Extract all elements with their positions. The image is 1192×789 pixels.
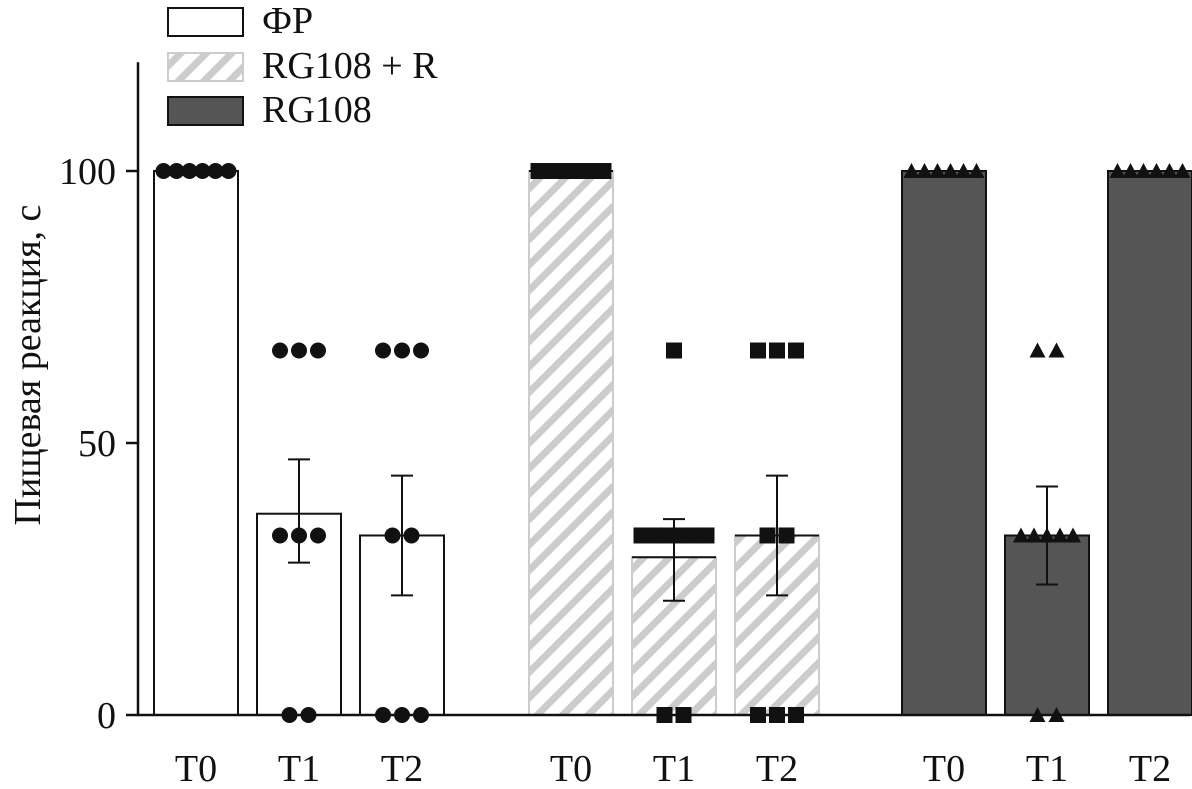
data-point-1-1-3 xyxy=(659,527,676,544)
data-point-1-1-6 xyxy=(698,527,715,544)
data-point-2-0-3 xyxy=(942,163,959,178)
data-point-0-2-1 xyxy=(394,342,410,359)
data-point-2-0-2 xyxy=(929,163,946,178)
data-point-1-2-4 xyxy=(778,527,795,544)
x-tick-label: T1 xyxy=(653,748,695,789)
data-point-1-2-3 xyxy=(759,527,776,544)
data-point-1-2-2 xyxy=(788,342,804,359)
data-point-0-0-2 xyxy=(181,163,198,179)
data-point-0-0-1 xyxy=(168,163,185,179)
data-point-1-0-5 xyxy=(595,163,612,179)
data-point-2-0-4 xyxy=(955,163,972,178)
data-point-0-1-4 xyxy=(291,527,307,544)
data-point-2-2-0 xyxy=(1109,163,1126,178)
y-tick-label: 0 xyxy=(97,695,116,737)
data-point-0-2-3 xyxy=(384,527,401,544)
legend-label-rgr: RG108 + R xyxy=(262,45,438,87)
data-point-0-0-3 xyxy=(194,163,211,179)
x-tick-label: T2 xyxy=(381,748,423,789)
data-point-1-2-0 xyxy=(750,342,766,359)
bar-rgr-T0 xyxy=(528,170,614,716)
data-point-2-2-3 xyxy=(1148,163,1165,178)
data-point-2-1-5 xyxy=(1052,527,1068,543)
data-point-1-0-1 xyxy=(543,163,560,179)
x-tick-label: T1 xyxy=(278,748,320,789)
data-point-0-1-5 xyxy=(310,527,326,544)
data-point-2-1-6 xyxy=(1065,527,1081,543)
x-tick-label: T0 xyxy=(550,748,592,789)
data-point-0-2-0 xyxy=(375,342,391,359)
x-tick-label: T2 xyxy=(1129,748,1171,789)
data-point-2-0-0 xyxy=(903,163,920,178)
data-point-1-0-2 xyxy=(556,163,573,179)
data-point-1-1-5 xyxy=(685,527,702,544)
data-point-1-1-2 xyxy=(646,527,663,544)
legend-swatch-rgr xyxy=(167,52,244,82)
data-point-1-1-4 xyxy=(672,527,689,544)
bar-rg-T2 xyxy=(1107,170,1192,716)
data-point-2-1-1 xyxy=(1048,342,1065,358)
legend-label-fr: ФР xyxy=(262,0,313,42)
data-point-1-0-3 xyxy=(569,163,586,179)
y-tick-label: 50 xyxy=(78,423,116,465)
data-point-2-0-5 xyxy=(968,163,985,178)
data-point-2-2-4 xyxy=(1161,163,1178,178)
data-point-2-1-2 xyxy=(1013,527,1029,543)
data-point-0-1-3 xyxy=(272,527,288,544)
data-point-1-0-4 xyxy=(582,163,599,179)
legend-swatch-rg xyxy=(167,96,244,126)
legend: ФР RG108 + R RG108 xyxy=(167,0,438,131)
data-point-2-1-3 xyxy=(1026,527,1042,543)
legend-swatch-fr xyxy=(167,7,244,37)
data-point-2-1-4 xyxy=(1039,527,1055,543)
data-point-1-1-0 xyxy=(666,342,682,359)
bar-fr-T0 xyxy=(153,170,239,716)
data-point-1-0-0 xyxy=(530,163,547,179)
data-point-0-1-1 xyxy=(291,342,307,359)
data-point-1-2-1 xyxy=(769,342,785,359)
data-point-0-1-0 xyxy=(272,342,288,359)
x-tick-label: T2 xyxy=(756,748,798,789)
data-point-0-0-5 xyxy=(220,163,237,179)
data-point-0-1-2 xyxy=(310,342,326,359)
data-point-2-0-1 xyxy=(916,163,933,178)
data-point-1-1-1 xyxy=(633,527,650,544)
y-tick-label: 100 xyxy=(59,151,116,193)
data-point-2-2-5 xyxy=(1174,163,1191,178)
data-point-0-2-2 xyxy=(413,342,429,359)
x-tick-label: T0 xyxy=(175,748,217,789)
bar-rg-T0 xyxy=(901,170,987,716)
data-point-0-2-4 xyxy=(403,527,420,544)
data-point-2-2-1 xyxy=(1122,163,1139,178)
legend-label-rg: RG108 xyxy=(262,89,372,131)
x-tick-label: T1 xyxy=(1026,748,1068,789)
data-point-2-2-2 xyxy=(1135,163,1152,178)
data-point-2-1-0 xyxy=(1029,342,1046,358)
data-point-0-0-4 xyxy=(207,163,224,179)
data-point-0-0-0 xyxy=(155,163,172,179)
x-tick-label: T0 xyxy=(923,748,965,789)
y-axis-label: Пищевая реакция, с xyxy=(7,205,49,526)
